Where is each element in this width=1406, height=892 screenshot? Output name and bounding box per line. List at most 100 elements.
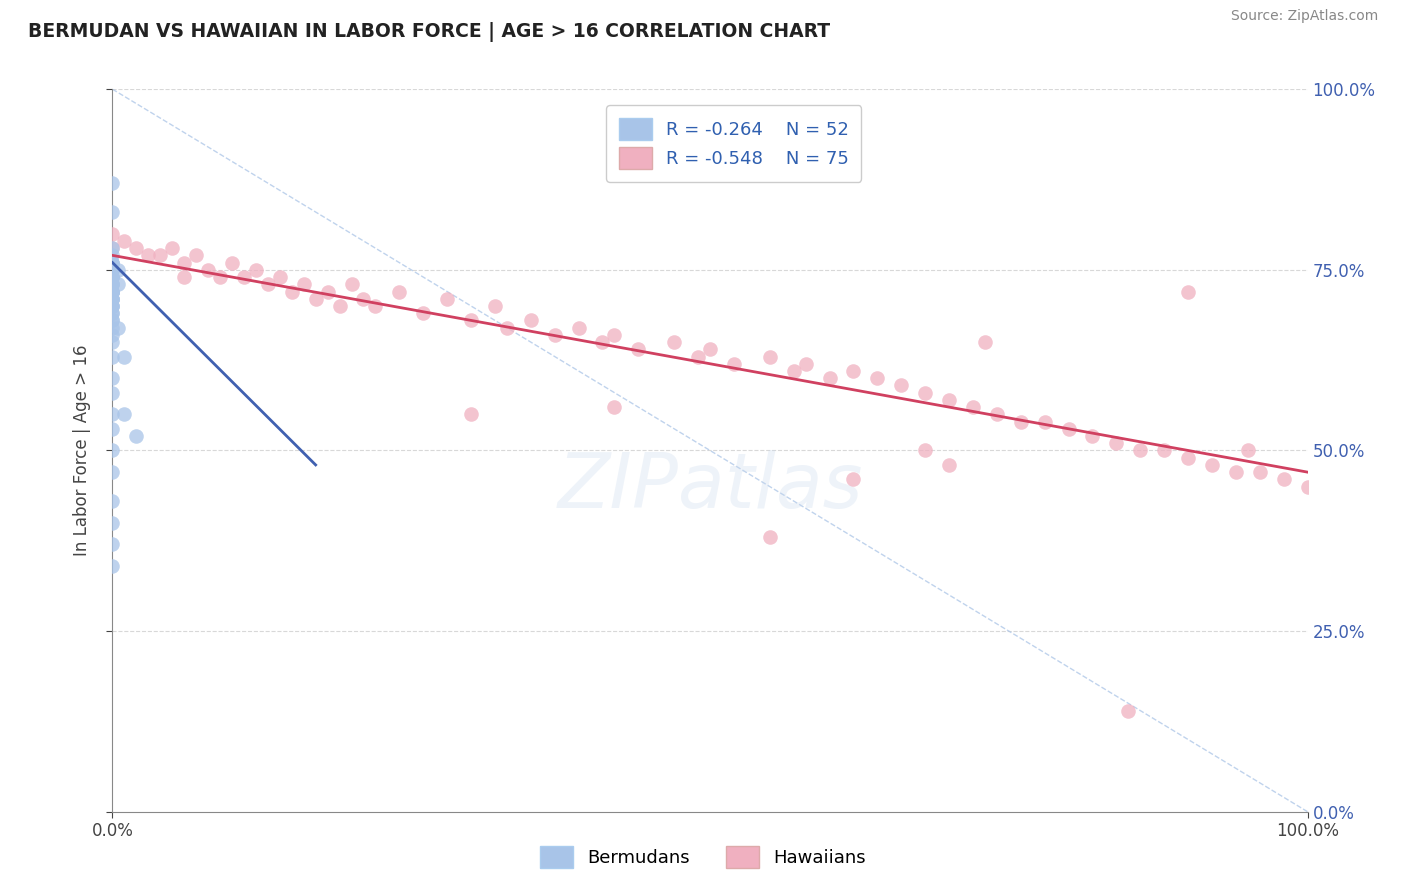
Point bbox=[209, 270, 232, 285]
Point bbox=[101, 516, 124, 530]
Point bbox=[101, 306, 124, 320]
Point bbox=[269, 270, 291, 285]
Point bbox=[101, 285, 124, 299]
Point bbox=[974, 334, 997, 349]
Point bbox=[162, 241, 183, 255]
Point bbox=[412, 306, 434, 320]
Point bbox=[101, 255, 124, 269]
Point bbox=[101, 270, 124, 285]
Point bbox=[101, 241, 124, 255]
Point bbox=[688, 350, 710, 364]
Point bbox=[101, 255, 124, 269]
Point bbox=[1201, 458, 1223, 472]
Point bbox=[101, 299, 124, 313]
Point bbox=[520, 313, 543, 327]
Point bbox=[388, 285, 411, 299]
Point bbox=[962, 400, 984, 414]
Point bbox=[101, 320, 124, 334]
Point bbox=[1105, 436, 1128, 450]
Point bbox=[138, 248, 160, 262]
Point bbox=[1129, 443, 1152, 458]
Point bbox=[101, 277, 124, 292]
Point bbox=[233, 270, 256, 285]
Point bbox=[592, 334, 614, 349]
Point bbox=[568, 320, 591, 334]
Point bbox=[101, 327, 124, 342]
Point bbox=[101, 285, 124, 299]
Point bbox=[1033, 415, 1056, 429]
Point bbox=[101, 262, 124, 277]
Point bbox=[1272, 472, 1295, 486]
Point bbox=[101, 350, 124, 364]
Point bbox=[101, 385, 124, 400]
Point bbox=[292, 277, 315, 292]
Point bbox=[603, 400, 626, 414]
Point bbox=[101, 270, 124, 285]
Y-axis label: In Labor Force | Age > 16: In Labor Force | Age > 16 bbox=[73, 344, 91, 557]
Point bbox=[101, 292, 124, 306]
Point bbox=[101, 176, 124, 190]
Text: BERMUDAN VS HAWAIIAN IN LABOR FORCE | AGE > 16 CORRELATION CHART: BERMUDAN VS HAWAIIAN IN LABOR FORCE | AG… bbox=[28, 22, 831, 42]
Point bbox=[436, 292, 458, 306]
Point bbox=[101, 241, 124, 255]
Point bbox=[699, 343, 721, 357]
Point bbox=[101, 371, 124, 385]
Point bbox=[1177, 450, 1199, 465]
Point bbox=[101, 262, 124, 277]
Point bbox=[101, 277, 124, 292]
Point bbox=[818, 371, 841, 385]
Point bbox=[173, 255, 195, 269]
Point bbox=[101, 285, 124, 299]
Point bbox=[101, 262, 124, 277]
Legend: R = -0.264    N = 52, R = -0.548    N = 75: R = -0.264 N = 52, R = -0.548 N = 75 bbox=[606, 105, 862, 182]
Point bbox=[101, 443, 124, 458]
Point bbox=[101, 407, 124, 421]
Point bbox=[316, 285, 339, 299]
Point bbox=[101, 465, 124, 479]
Point bbox=[101, 537, 124, 551]
Point bbox=[890, 378, 912, 392]
Point bbox=[460, 313, 482, 327]
Point bbox=[842, 472, 865, 486]
Point bbox=[1296, 480, 1319, 494]
Point bbox=[794, 357, 817, 371]
Point bbox=[101, 277, 124, 292]
Point bbox=[1225, 465, 1247, 479]
Point bbox=[101, 313, 124, 327]
Point bbox=[1081, 429, 1104, 443]
Point bbox=[1153, 443, 1175, 458]
Point bbox=[866, 371, 889, 385]
Point bbox=[914, 385, 936, 400]
Point bbox=[543, 327, 565, 342]
Point bbox=[914, 443, 936, 458]
Text: Source: ZipAtlas.com: Source: ZipAtlas.com bbox=[1230, 9, 1378, 23]
Point bbox=[723, 357, 745, 371]
Point bbox=[186, 248, 208, 262]
Point bbox=[101, 313, 124, 327]
Point bbox=[305, 292, 328, 306]
Point bbox=[107, 262, 129, 277]
Point bbox=[125, 429, 148, 443]
Point bbox=[101, 422, 124, 436]
Point bbox=[114, 407, 135, 421]
Legend: Bermudans, Hawaiians: Bermudans, Hawaiians bbox=[530, 835, 876, 879]
Point bbox=[627, 343, 650, 357]
Point bbox=[352, 292, 374, 306]
Point bbox=[759, 530, 782, 544]
Point bbox=[1237, 443, 1260, 458]
Point bbox=[245, 262, 267, 277]
Point bbox=[107, 277, 129, 292]
Point bbox=[364, 299, 387, 313]
Point bbox=[1249, 465, 1271, 479]
Point bbox=[101, 292, 124, 306]
Point bbox=[101, 494, 124, 508]
Point bbox=[1118, 704, 1140, 718]
Point bbox=[173, 270, 195, 285]
Point bbox=[101, 270, 124, 285]
Point bbox=[101, 299, 124, 313]
Point bbox=[197, 262, 219, 277]
Point bbox=[782, 364, 804, 378]
Point bbox=[101, 292, 124, 306]
Point bbox=[329, 299, 352, 313]
Point bbox=[938, 392, 960, 407]
